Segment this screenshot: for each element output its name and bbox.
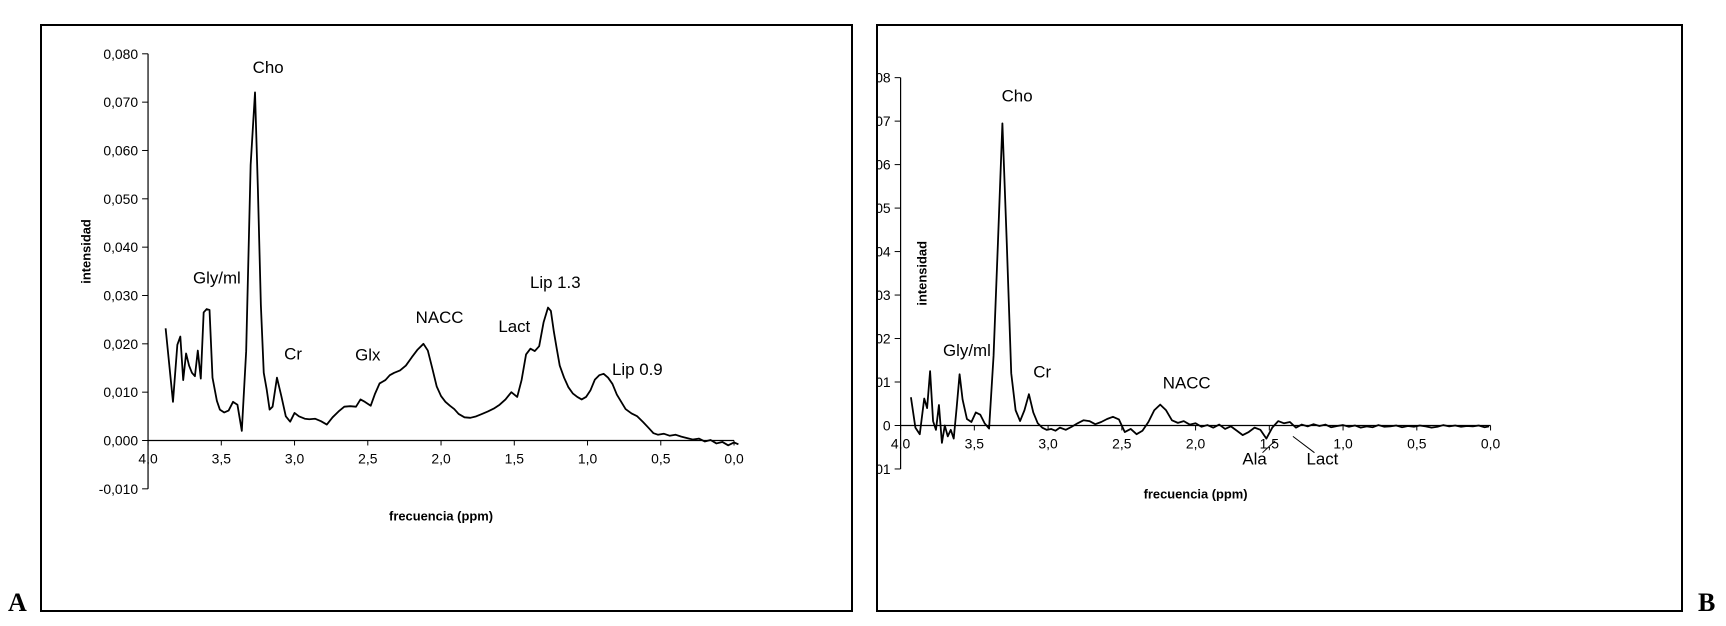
- y-tick-label: 0,03: [878, 287, 891, 303]
- peak-label: Cr: [284, 344, 302, 363]
- callout-label: Lact: [1306, 450, 1338, 469]
- callout-label: Ala: [1242, 450, 1267, 469]
- x-tick-label: 0,5: [651, 450, 671, 466]
- y-tick-label: 0,070: [103, 94, 138, 110]
- y-axis-title: intensidad: [914, 241, 929, 306]
- x-axis-title: frecuencia (ppm): [1144, 487, 1248, 502]
- y-axis-title: intensidad: [78, 219, 93, 284]
- y-tick-label: 0,080: [103, 46, 138, 62]
- y-tick-label: 0,02: [878, 330, 891, 346]
- spectrum-line: [164, 91, 739, 447]
- y-tick-label: 0,040: [103, 239, 138, 255]
- x-tick-label: 3,0: [285, 450, 305, 466]
- y-tick-label: -0,010: [99, 481, 139, 497]
- y-tick-label: 0,000: [103, 432, 138, 448]
- peak-label: Lact: [498, 317, 530, 336]
- y-tick-label: 0,030: [103, 287, 138, 303]
- peak-label: Cho: [253, 58, 284, 77]
- x-tick-label: 1,0: [1333, 435, 1353, 451]
- x-tick-label: 2,0: [1186, 435, 1206, 451]
- y-tick-label: 0,020: [103, 336, 138, 352]
- x-tick-label: 4,0: [138, 450, 158, 466]
- y-tick-label: 0,08: [878, 70, 891, 86]
- y-tick-label: 0,06: [878, 157, 891, 173]
- y-tick-label: 0,07: [878, 113, 891, 129]
- x-tick-label: 2,0: [431, 450, 451, 466]
- peak-label: NACC: [416, 308, 464, 327]
- chart-panel-b: -0,01 0 0,01 0,02 0,03 0,04 0,05 0,06 0,07 0,08 4,…: [876, 24, 1683, 612]
- callout-leader: [1262, 440, 1276, 454]
- peak-label: Cho: [1002, 87, 1033, 106]
- x-tick-label: 3,5: [212, 450, 232, 466]
- spectrum-line: [910, 122, 1490, 444]
- x-tick-label: 1,5: [505, 450, 525, 466]
- y-tick-label: 0,05: [878, 200, 891, 216]
- x-tick-label: 0,0: [1481, 435, 1501, 451]
- y-tick-label: 0,050: [103, 191, 138, 207]
- peak-label: Gly/ml: [193, 268, 241, 287]
- y-tick-label: 0,060: [103, 142, 138, 158]
- peak-label: Lip 1.3: [530, 273, 581, 292]
- panel-letter-b: B: [1698, 588, 1716, 617]
- peak-label: Lip 0.9: [612, 360, 663, 379]
- y-tick-label: 0,04: [878, 244, 891, 260]
- x-tick-label: 3,5: [965, 435, 985, 451]
- x-tick-label: 1,0: [578, 450, 598, 466]
- panel-letter-a: A: [8, 588, 27, 617]
- x-tick-label: 3,0: [1038, 435, 1058, 451]
- callout-leader: [1292, 435, 1315, 454]
- x-tick-label: 0,0: [724, 450, 744, 466]
- peak-label: Cr: [1033, 363, 1051, 382]
- x-tick-label: 0,5: [1407, 435, 1427, 451]
- peak-label: Gly/ml: [943, 341, 991, 360]
- y-tick-label: 0,010: [103, 384, 138, 400]
- x-axis-title: frecuencia (ppm): [389, 509, 493, 524]
- peak-label: Glx: [355, 346, 381, 365]
- chart-a-svg: -0,010 0,000 0,010 0,020 0,030 0,040 0,050 0,06…: [78, 46, 744, 524]
- x-tick-label: 2,5: [1112, 435, 1132, 451]
- y-tick-label: -0,01: [878, 461, 891, 477]
- chart-panel-a: -0,010 0,000 0,010 0,020 0,030 0,040 0,050 0,06…: [40, 24, 853, 612]
- y-tick-label: 0,01: [878, 374, 891, 390]
- y-tick-label: 0: [883, 417, 891, 433]
- peak-label: NACC: [1163, 374, 1211, 393]
- x-tick-label: 1,5: [1260, 435, 1280, 451]
- chart-b-svg: -0,01 0 0,01 0,02 0,03 0,04 0,05 0,06 0,07 0,08 4,…: [878, 70, 1501, 502]
- x-tick-label: 2,5: [358, 450, 378, 466]
- x-tick-label: 4,0: [891, 435, 911, 451]
